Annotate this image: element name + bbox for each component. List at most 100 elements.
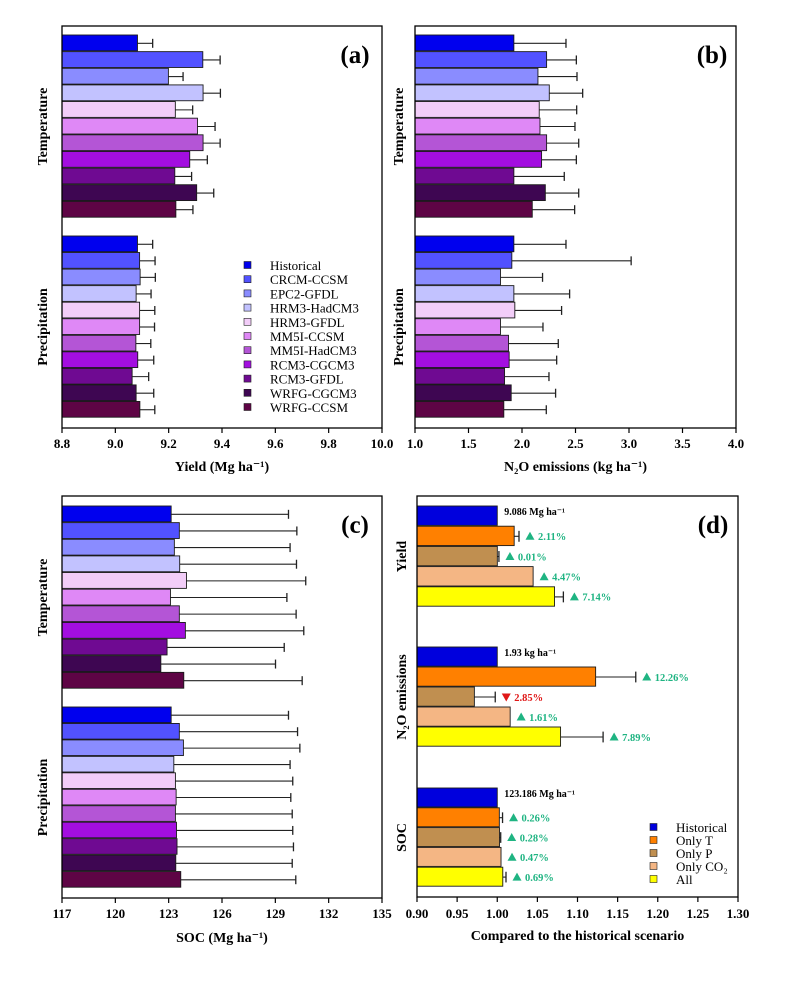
- x-axis-title: Compared to the historical scenario: [471, 929, 685, 944]
- bar: [414, 167, 515, 185]
- bar: [416, 787, 498, 808]
- triangle-up-icon: [507, 852, 517, 861]
- bar: [414, 84, 550, 102]
- x-tick-label: 1.30: [727, 906, 750, 921]
- x-tick-label: 8.8: [54, 436, 71, 451]
- bar: [61, 318, 141, 335]
- x-tick-label: 2.0: [514, 436, 530, 451]
- x-tick-label: 9.0: [107, 436, 123, 451]
- legend-label: CRCM-CCSM: [270, 272, 348, 287]
- legend-label: RCM3-CGCM3: [270, 357, 355, 372]
- legend-label: Historical: [270, 258, 322, 273]
- x-tick-label: 1.20: [646, 906, 669, 921]
- change-label: 7.14%: [582, 593, 611, 604]
- bar: [414, 184, 546, 202]
- bar: [416, 545, 498, 567]
- bar: [416, 566, 534, 587]
- bar: [414, 235, 515, 253]
- x-tick-label: 117: [53, 906, 72, 921]
- x-tick-label: 3.5: [674, 436, 691, 451]
- bar: [61, 522, 180, 539]
- legend-label: MM5I-CCSM: [270, 329, 345, 344]
- triangle-up-icon: [525, 531, 535, 540]
- legend-label: MM5I-HadCM3: [270, 343, 357, 358]
- x-tick-label: 9.4: [214, 436, 231, 451]
- bar: [61, 351, 139, 369]
- bar: [61, 235, 138, 253]
- bar: [416, 505, 498, 526]
- bar: [414, 117, 541, 135]
- x-tick-label: 4.0: [728, 436, 744, 451]
- x-tick-label: 132: [319, 906, 339, 921]
- bar: [61, 772, 176, 789]
- group-label: Temperature: [36, 88, 51, 166]
- group-precipitation: [414, 235, 632, 418]
- change-label: 2.11%: [538, 532, 566, 543]
- bar: [414, 67, 539, 85]
- bar: [414, 318, 501, 335]
- bar: [414, 334, 509, 352]
- group-label: Temperature: [36, 559, 51, 637]
- bar: [61, 838, 178, 855]
- x-tick-label: 2.5: [567, 436, 584, 451]
- x-tick-label: 1.0: [407, 436, 423, 451]
- legend-swatch: [243, 289, 252, 298]
- bar: [416, 646, 498, 667]
- bar: [61, 200, 177, 218]
- bar: [61, 655, 162, 673]
- legend-swatch: [243, 317, 252, 326]
- group-precipitation: [61, 235, 156, 418]
- panel-d: 9.086 Mg ha⁻¹ 2.11% 0.01% 4.47%7.14% Yield 1.…: [395, 495, 750, 944]
- legend-swatch: [243, 403, 252, 411]
- bar: [414, 134, 548, 152]
- bar: [414, 384, 512, 402]
- change-label: 0.26%: [522, 814, 551, 825]
- bar: [61, 538, 175, 556]
- legend-label: HRM3-HadCM3: [270, 301, 359, 316]
- bar: [416, 726, 562, 747]
- bar: [414, 101, 540, 118]
- legend: HistoricalCRCM-CCSMEPC2-GFDLHRM3-HadCM3H…: [243, 258, 359, 415]
- bar: [61, 505, 172, 523]
- change-label: 4.47%: [552, 573, 581, 584]
- bar: [416, 846, 502, 867]
- bar: [61, 871, 182, 888]
- triangle-up-icon: [512, 872, 522, 881]
- legend-swatch: [649, 849, 658, 857]
- legend-label: RCM3-GFDL: [270, 372, 344, 387]
- x-tick-label: 1.5: [460, 436, 477, 451]
- bar: [414, 151, 543, 168]
- group-label: Precipitation: [36, 759, 51, 837]
- bar: [416, 706, 511, 727]
- legend-swatch: [243, 261, 252, 269]
- x-tick-label: 129: [266, 906, 286, 921]
- group-label: Precipitation: [36, 288, 51, 366]
- bar: [61, 151, 191, 168]
- legend-swatch: [243, 360, 252, 369]
- bar: [61, 184, 198, 202]
- panel-c: Temperature Precipitation 117 120 123 126 129 1…: [36, 495, 392, 946]
- x-tick-label: 0.95: [446, 906, 469, 921]
- x-tick-label: 120: [106, 906, 126, 921]
- bar: [61, 51, 204, 68]
- baseline-label: 123.186 Mg ha⁻¹: [504, 789, 575, 800]
- bar: [414, 351, 510, 369]
- bar: [61, 788, 177, 806]
- bar: [414, 34, 515, 52]
- change-label: 1.61%: [529, 713, 558, 724]
- baseline-label: 9.086 Mg ha⁻¹: [504, 507, 565, 518]
- x-tick-label: 10.0: [371, 436, 394, 451]
- bar: [61, 84, 204, 102]
- x-tick-label: 135: [372, 906, 392, 921]
- bar: [61, 605, 180, 623]
- triangle-up-icon: [539, 572, 549, 581]
- triangle-up-icon: [642, 672, 652, 681]
- x-axis-title: Yield (Mg ha⁻¹): [175, 460, 270, 475]
- bar: [61, 101, 176, 118]
- bar: [414, 367, 506, 385]
- bar: [61, 34, 138, 52]
- change-label: 0.01%: [518, 552, 547, 563]
- bar: [61, 622, 186, 639]
- x-tick-label: 126: [212, 906, 232, 921]
- bar: [416, 666, 597, 687]
